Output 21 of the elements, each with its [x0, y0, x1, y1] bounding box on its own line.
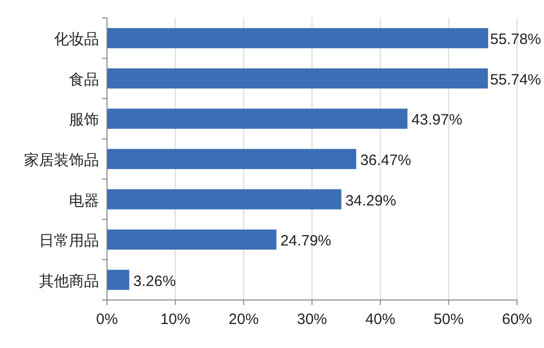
data-label: 43.97% — [411, 112, 462, 129]
y-tick-label: 化妆品 — [54, 31, 99, 48]
x-tick-label: 40% — [365, 311, 396, 328]
x-tick-label: 50% — [434, 311, 464, 328]
x-tick-label: 0% — [96, 311, 118, 328]
y-tick-label: 电器 — [69, 192, 99, 210]
data-label: 55.74% — [490, 71, 541, 88]
data-label: 55.78% — [490, 31, 541, 48]
y-tick-label: 日常用品 — [39, 232, 99, 250]
x-tick-label: 30% — [296, 311, 328, 328]
x-tick-label: 10% — [160, 311, 190, 328]
x-tick-label: 60% — [502, 311, 532, 328]
x-tick-label: 20% — [228, 311, 259, 328]
y-tick-label: 服饰 — [69, 112, 99, 129]
data-label: 3.26% — [133, 272, 176, 290]
y-tick-label: 家居装饰品 — [24, 152, 99, 169]
data-label: 24.79% — [280, 232, 332, 250]
y-tick-label: 食品 — [69, 71, 99, 88]
data-label: 34.29% — [345, 192, 396, 210]
y-tick-label: 其他商品 — [39, 272, 99, 290]
data-label: 36.47% — [360, 152, 412, 169]
